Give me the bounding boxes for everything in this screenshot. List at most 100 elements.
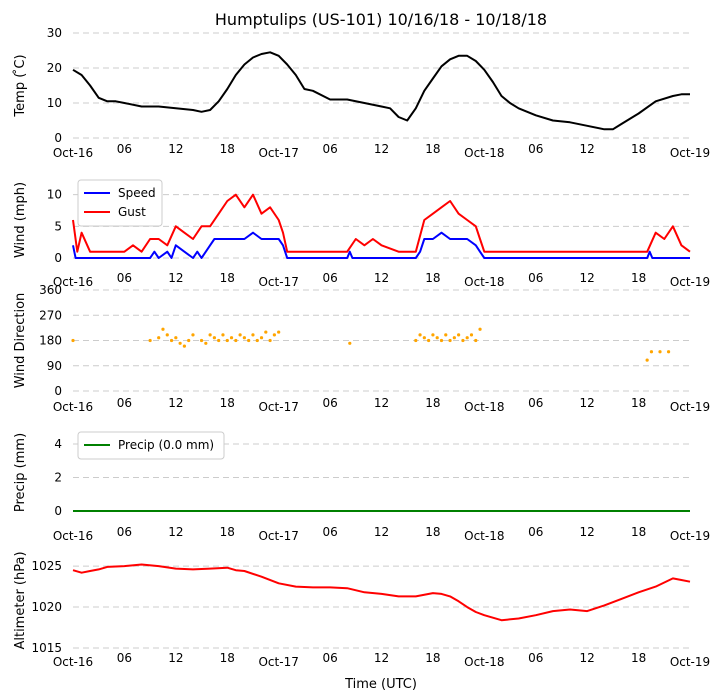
wind_direction-point [272,333,276,337]
altimeter-y-tick-label: 1025 [31,559,62,573]
temperature-y-axis-label: Temp ( ̊C) [12,54,28,117]
temperature-panel: 0 10 20 30 Temp ( ̊C) Oct-16 06 12 18 Oct-17 06 12 1… [12,26,710,160]
altimeter-y-tick-label: 1020 [31,600,62,614]
wind_direction-point [242,336,246,340]
wind-x-tick-label: 12 [374,271,389,285]
temperature-y-tick-label: 20 [47,61,62,75]
wind_direction-point [187,338,191,343]
temperature-x-tick-label: Oct-17 [258,146,298,160]
wind_direction-x-tick-label: 12 [374,396,389,410]
wind-x-tick-label: Oct-16 [53,275,93,289]
wind-x-tick-label: 06 [322,271,337,285]
precip-x-tick-label: 18 [631,525,646,539]
precip-x-tick-label: 12 [580,525,595,539]
wind-legend-label: Speed [118,186,156,200]
wind_direction-point [457,333,461,337]
altimeter-x-tick-label: Oct-18 [464,655,504,669]
wind_direction-x-tick-label: 06 [528,396,543,410]
temperature-x-tick-label: 18 [425,142,440,156]
wind_direction-point [448,338,452,343]
wind_direction-point [178,341,182,345]
wind_direction-x-tick-label: 06 [322,396,337,410]
altimeter-y-tick-label: 1015 [31,641,62,655]
precip-x-tick-label: Oct-16 [53,529,93,543]
wind_direction-point [191,333,195,337]
precip-y-tick-label: 2 [54,471,62,485]
wind-x-tick-label: 18 [631,271,646,285]
wind-x-tick-label: Oct-18 [464,275,504,289]
altimeter-x-tick-label: 12 [580,651,595,665]
wind_direction-point [234,338,238,343]
wind_direction-point [439,338,444,343]
wind-x-tick-label: 06 [528,271,543,285]
wind_direction-y-tick-label: 360 [39,283,62,297]
wind_direction-point [427,338,431,343]
wind_direction-point [148,338,152,343]
wind_direction-point [422,336,426,340]
wind_direction-point [251,333,255,337]
wind_direction-point [444,333,448,337]
temperature-x-tick-label: 18 [631,142,646,156]
temperature-x-tick-label: 12 [374,142,389,156]
temperature-x-tick-label: 12 [580,142,595,156]
wind-x-tick-label: Oct-19 [670,275,710,289]
wind_direction-point [217,338,221,343]
wind_direction-point [435,336,439,340]
wind_direction-x-tick-label: Oct-19 [670,400,710,414]
wind_direction-point [221,333,225,337]
wind_direction-panel: 0 90 180 270 360 Wind Direction Oct-16 06 12 18 Oc… [13,283,710,414]
temperature-y-tick-label: 0 [54,131,62,145]
precip-y-tick-label: 4 [54,437,62,451]
precip-legend-label: Precip (0.0 mm) [118,438,214,452]
wind_direction-x-tick-label: Oct-18 [464,400,504,414]
chart-title: Humptulips (US-101) 10/16/18 - 10/18/18 [215,10,547,29]
wind_direction-point [208,333,212,337]
wind_direction-point [204,341,208,345]
precip-x-tick-label: Oct-18 [464,529,504,543]
precip-x-tick-label: 18 [220,525,235,539]
wind_direction-point [431,333,435,337]
altimeter-x-tick-label: 06 [322,651,337,665]
wind_direction-point [225,338,229,343]
temperature-x-tick-label: 18 [220,142,235,156]
temperature-x-tick-label: Oct-19 [670,146,710,160]
wind-panel: 0 5 10 Wind (mph) Oct-16 06 12 18 Oct-17 06 12 18 Oc… [13,179,710,289]
wind-legend-label: Gust [118,205,146,219]
wind_direction-point [645,358,649,362]
altimeter-x-tick-label: Oct-19 [670,655,710,669]
wind_direction-point [259,336,264,340]
wind_direction-point [71,338,75,343]
wind_direction-point [474,338,478,343]
temperature-x-tick-label: 12 [168,142,183,156]
wind_direction-point [478,327,482,331]
wind_direction-point [348,341,352,345]
precip-legend [77,431,225,460]
temperature-x-tick-label: 06 [322,142,337,156]
altimeter-series-altimeter [72,563,691,622]
wind_direction-point [212,336,216,340]
wind_direction-point [169,338,174,343]
wind-y-axis-label: Wind (mph) [13,182,28,258]
altimeter-x-tick-label: 06 [528,651,543,665]
wind-x-tick-label: 18 [425,271,440,285]
wind_direction-x-tick-label: 18 [631,396,646,410]
wind_direction-point [465,336,469,340]
altimeter-x-tick-label: 18 [631,651,646,665]
wind-x-tick-label: 12 [580,271,595,285]
wind_direction-x-tick-label: 18 [220,396,235,410]
altimeter-x-tick-label: Oct-17 [258,655,298,669]
wind_direction-x-tick-label: Oct-16 [53,400,93,414]
wind_direction-point [182,344,187,348]
wind_direction-point [277,330,281,334]
precip-x-tick-label: Oct-19 [670,529,710,543]
wind_direction-point [658,350,662,354]
precip-y-tick-label: 0 [54,504,62,518]
wind_direction-point [161,327,165,331]
precip-x-tick-label: 06 [322,525,337,539]
wind_direction-point [199,338,204,343]
wind_direction-point [247,338,251,343]
wind-y-tick-label: 5 [54,219,62,233]
precip-x-tick-label: Oct-17 [258,529,298,543]
wind-legend [77,179,163,227]
wind_direction-y-tick-label: 0 [54,384,62,398]
